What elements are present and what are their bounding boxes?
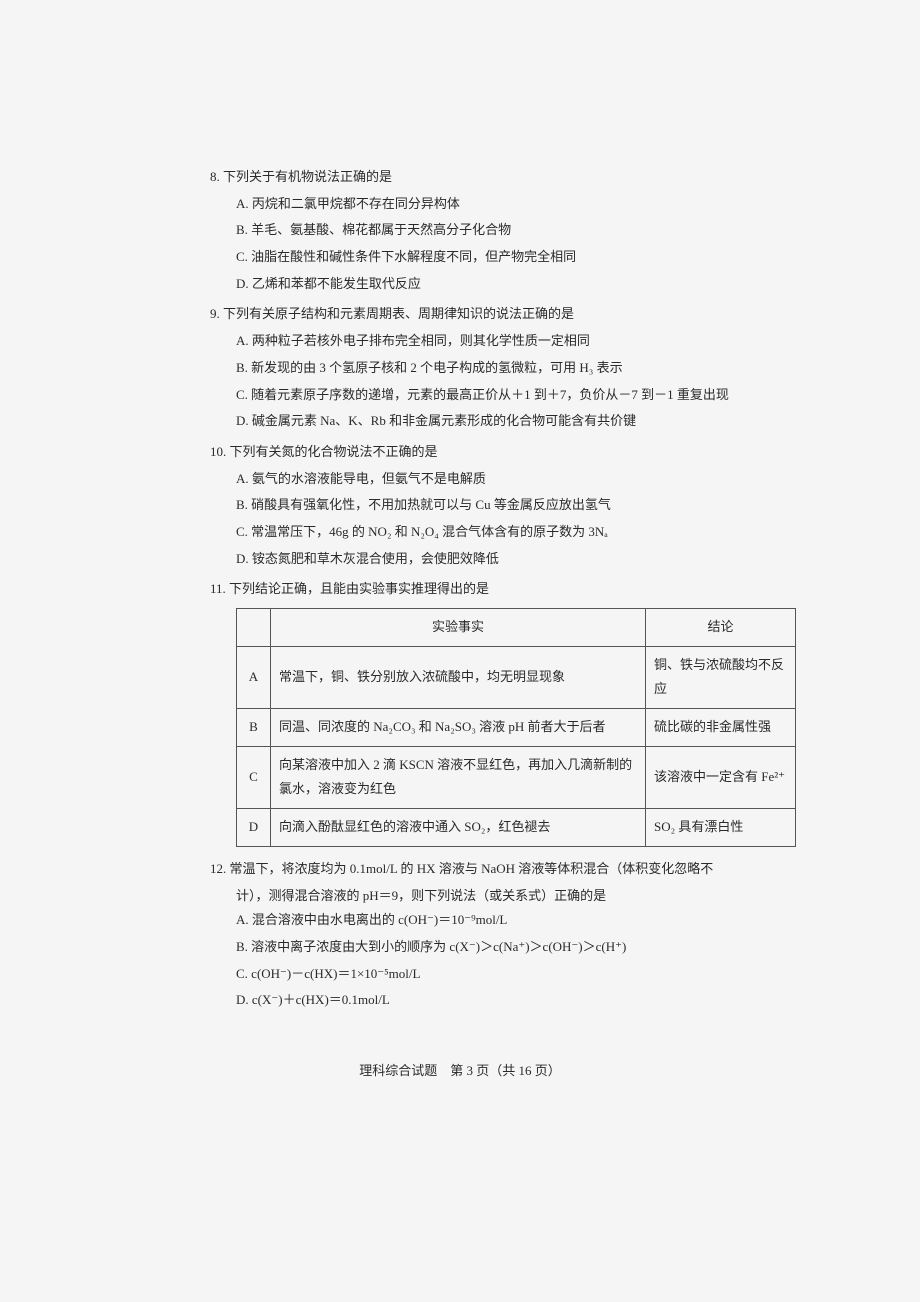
q11-row-c-label: C (237, 746, 271, 808)
q11-th-conclusion: 结论 (646, 609, 796, 647)
q11-row-b-label: B (237, 709, 271, 747)
q11-row-d-fact: 向滴入酚酞显红色的溶液中通入 SO₂，红色褪去 (271, 809, 646, 847)
q11-row-c-conclusion: 该溶液中一定含有 Fe²⁺ (646, 746, 796, 808)
q11-row-b-conclusion: 硫比碳的非金属性强 (646, 709, 796, 747)
q11-row-d: D 向滴入酚酞显红色的溶液中通入 SO₂，红色褪去 SO₂ 具有漂白性 (237, 809, 796, 847)
exam-page-content: 8. 下列关于有机物说法正确的是 A. 丙烷和二氯甲烷都不存在同分异构体 B. … (210, 165, 820, 1019)
q11-th-blank (237, 609, 271, 647)
q10-option-d: D. 铵态氮肥和草木灰混合使用，会使肥效降低 (210, 547, 820, 572)
q12-stem-line2: 计），测得混合溶液的 pH＝9，则下列说法（或关系式）正确的是 (210, 884, 820, 909)
q11-row-d-label: D (237, 809, 271, 847)
question-9: 9. 下列有关原子结构和元素周期表、周期律知识的说法正确的是 A. 两种粒子若核… (210, 302, 820, 433)
q8-option-b: B. 羊毛、氨基酸、棉花都属于天然高分子化合物 (210, 218, 820, 243)
q11-row-c: C 向某溶液中加入 2 滴 KSCN 溶液不显红色，再加入几滴新制的氯水，溶液变… (237, 746, 796, 808)
page-footer: 理科综合试题 第 3 页（共 16 页） (0, 1060, 920, 1079)
question-10: 10. 下列有关氮的化合物说法不正确的是 A. 氨气的水溶液能导电，但氨气不是电… (210, 440, 820, 571)
q11-stem: 11. 下列结论正确，且能由实验事实推理得出的是 (210, 577, 820, 602)
question-8: 8. 下列关于有机物说法正确的是 A. 丙烷和二氯甲烷都不存在同分异构体 B. … (210, 165, 820, 296)
q8-option-a: A. 丙烷和二氯甲烷都不存在同分异构体 (210, 192, 820, 217)
q11-row-c-fact: 向某溶液中加入 2 滴 KSCN 溶液不显红色，再加入几滴新制的氯水，溶液变为红… (271, 746, 646, 808)
q12-stem-line1: 12. 常温下，将浓度均为 0.1mol/L 的 HX 溶液与 NaOH 溶液等… (210, 857, 820, 882)
question-12: 12. 常温下，将浓度均为 0.1mol/L 的 HX 溶液与 NaOH 溶液等… (210, 857, 820, 1013)
q8-stem: 8. 下列关于有机物说法正确的是 (210, 165, 820, 190)
q12-option-c: C. c(OH⁻)－c(HX)＝1×10⁻⁵mol/L (210, 962, 820, 987)
q10-option-a: A. 氨气的水溶液能导电，但氨气不是电解质 (210, 467, 820, 492)
q9-option-c: C. 随着元素原子序数的递增，元素的最高正价从＋1 到＋7，负价从－7 到－1 … (210, 383, 820, 408)
q11-table: 实验事实 结论 A 常温下，铜、铁分别放入浓硫酸中，均无明显现象 铜、铁与浓硫酸… (236, 608, 796, 847)
q12-option-d: D. c(X⁻)＋c(HX)＝0.1mol/L (210, 988, 820, 1013)
q11-th-fact: 实验事实 (271, 609, 646, 647)
q10-option-b: B. 硝酸具有强氧化性，不用加热就可以与 Cu 等金属反应放出氢气 (210, 493, 820, 518)
question-11: 11. 下列结论正确，且能由实验事实推理得出的是 实验事实 结论 A 常温下，铜… (210, 577, 820, 847)
q11-row-a: A 常温下，铜、铁分别放入浓硫酸中，均无明显现象 铜、铁与浓硫酸均不反应 (237, 646, 796, 708)
q11-row-b-fact: 同温、同浓度的 Na₂CO₃ 和 Na₂SO₃ 溶液 pH 前者大于后者 (271, 709, 646, 747)
q11-row-a-conclusion: 铜、铁与浓硫酸均不反应 (646, 646, 796, 708)
q11-row-a-label: A (237, 646, 271, 708)
q12-option-a: A. 混合溶液中由水电离出的 c(OH⁻)＝10⁻⁹mol/L (210, 908, 820, 933)
q10-option-c: C. 常温常压下，46g 的 NO₂ 和 N₂O₄ 混合气体含有的原子数为 3N… (210, 520, 820, 545)
q8-option-c: C. 油脂在酸性和碱性条件下水解程度不同，但产物完全相同 (210, 245, 820, 270)
q8-option-d: D. 乙烯和苯都不能发生取代反应 (210, 272, 820, 297)
q9-option-b: B. 新发现的由 3 个氢原子核和 2 个电子构成的氢微粒，可用 H₃ 表示 (210, 356, 820, 381)
q9-option-d: D. 碱金属元素 Na、K、Rb 和非金属元素形成的化合物可能含有共价键 (210, 409, 820, 434)
q11-row-a-fact: 常温下，铜、铁分别放入浓硫酸中，均无明显现象 (271, 646, 646, 708)
q9-option-a: A. 两种粒子若核外电子排布完全相同，则其化学性质一定相同 (210, 329, 820, 354)
q11-table-header-row: 实验事实 结论 (237, 609, 796, 647)
q11-row-d-conclusion: SO₂ 具有漂白性 (646, 809, 796, 847)
q12-option-b: B. 溶液中离子浓度由大到小的顺序为 c(X⁻)＞c(Na⁺)＞c(OH⁻)＞c… (210, 935, 820, 960)
q9-stem: 9. 下列有关原子结构和元素周期表、周期律知识的说法正确的是 (210, 302, 820, 327)
q11-row-b: B 同温、同浓度的 Na₂CO₃ 和 Na₂SO₃ 溶液 pH 前者大于后者 硫… (237, 709, 796, 747)
q10-stem: 10. 下列有关氮的化合物说法不正确的是 (210, 440, 820, 465)
